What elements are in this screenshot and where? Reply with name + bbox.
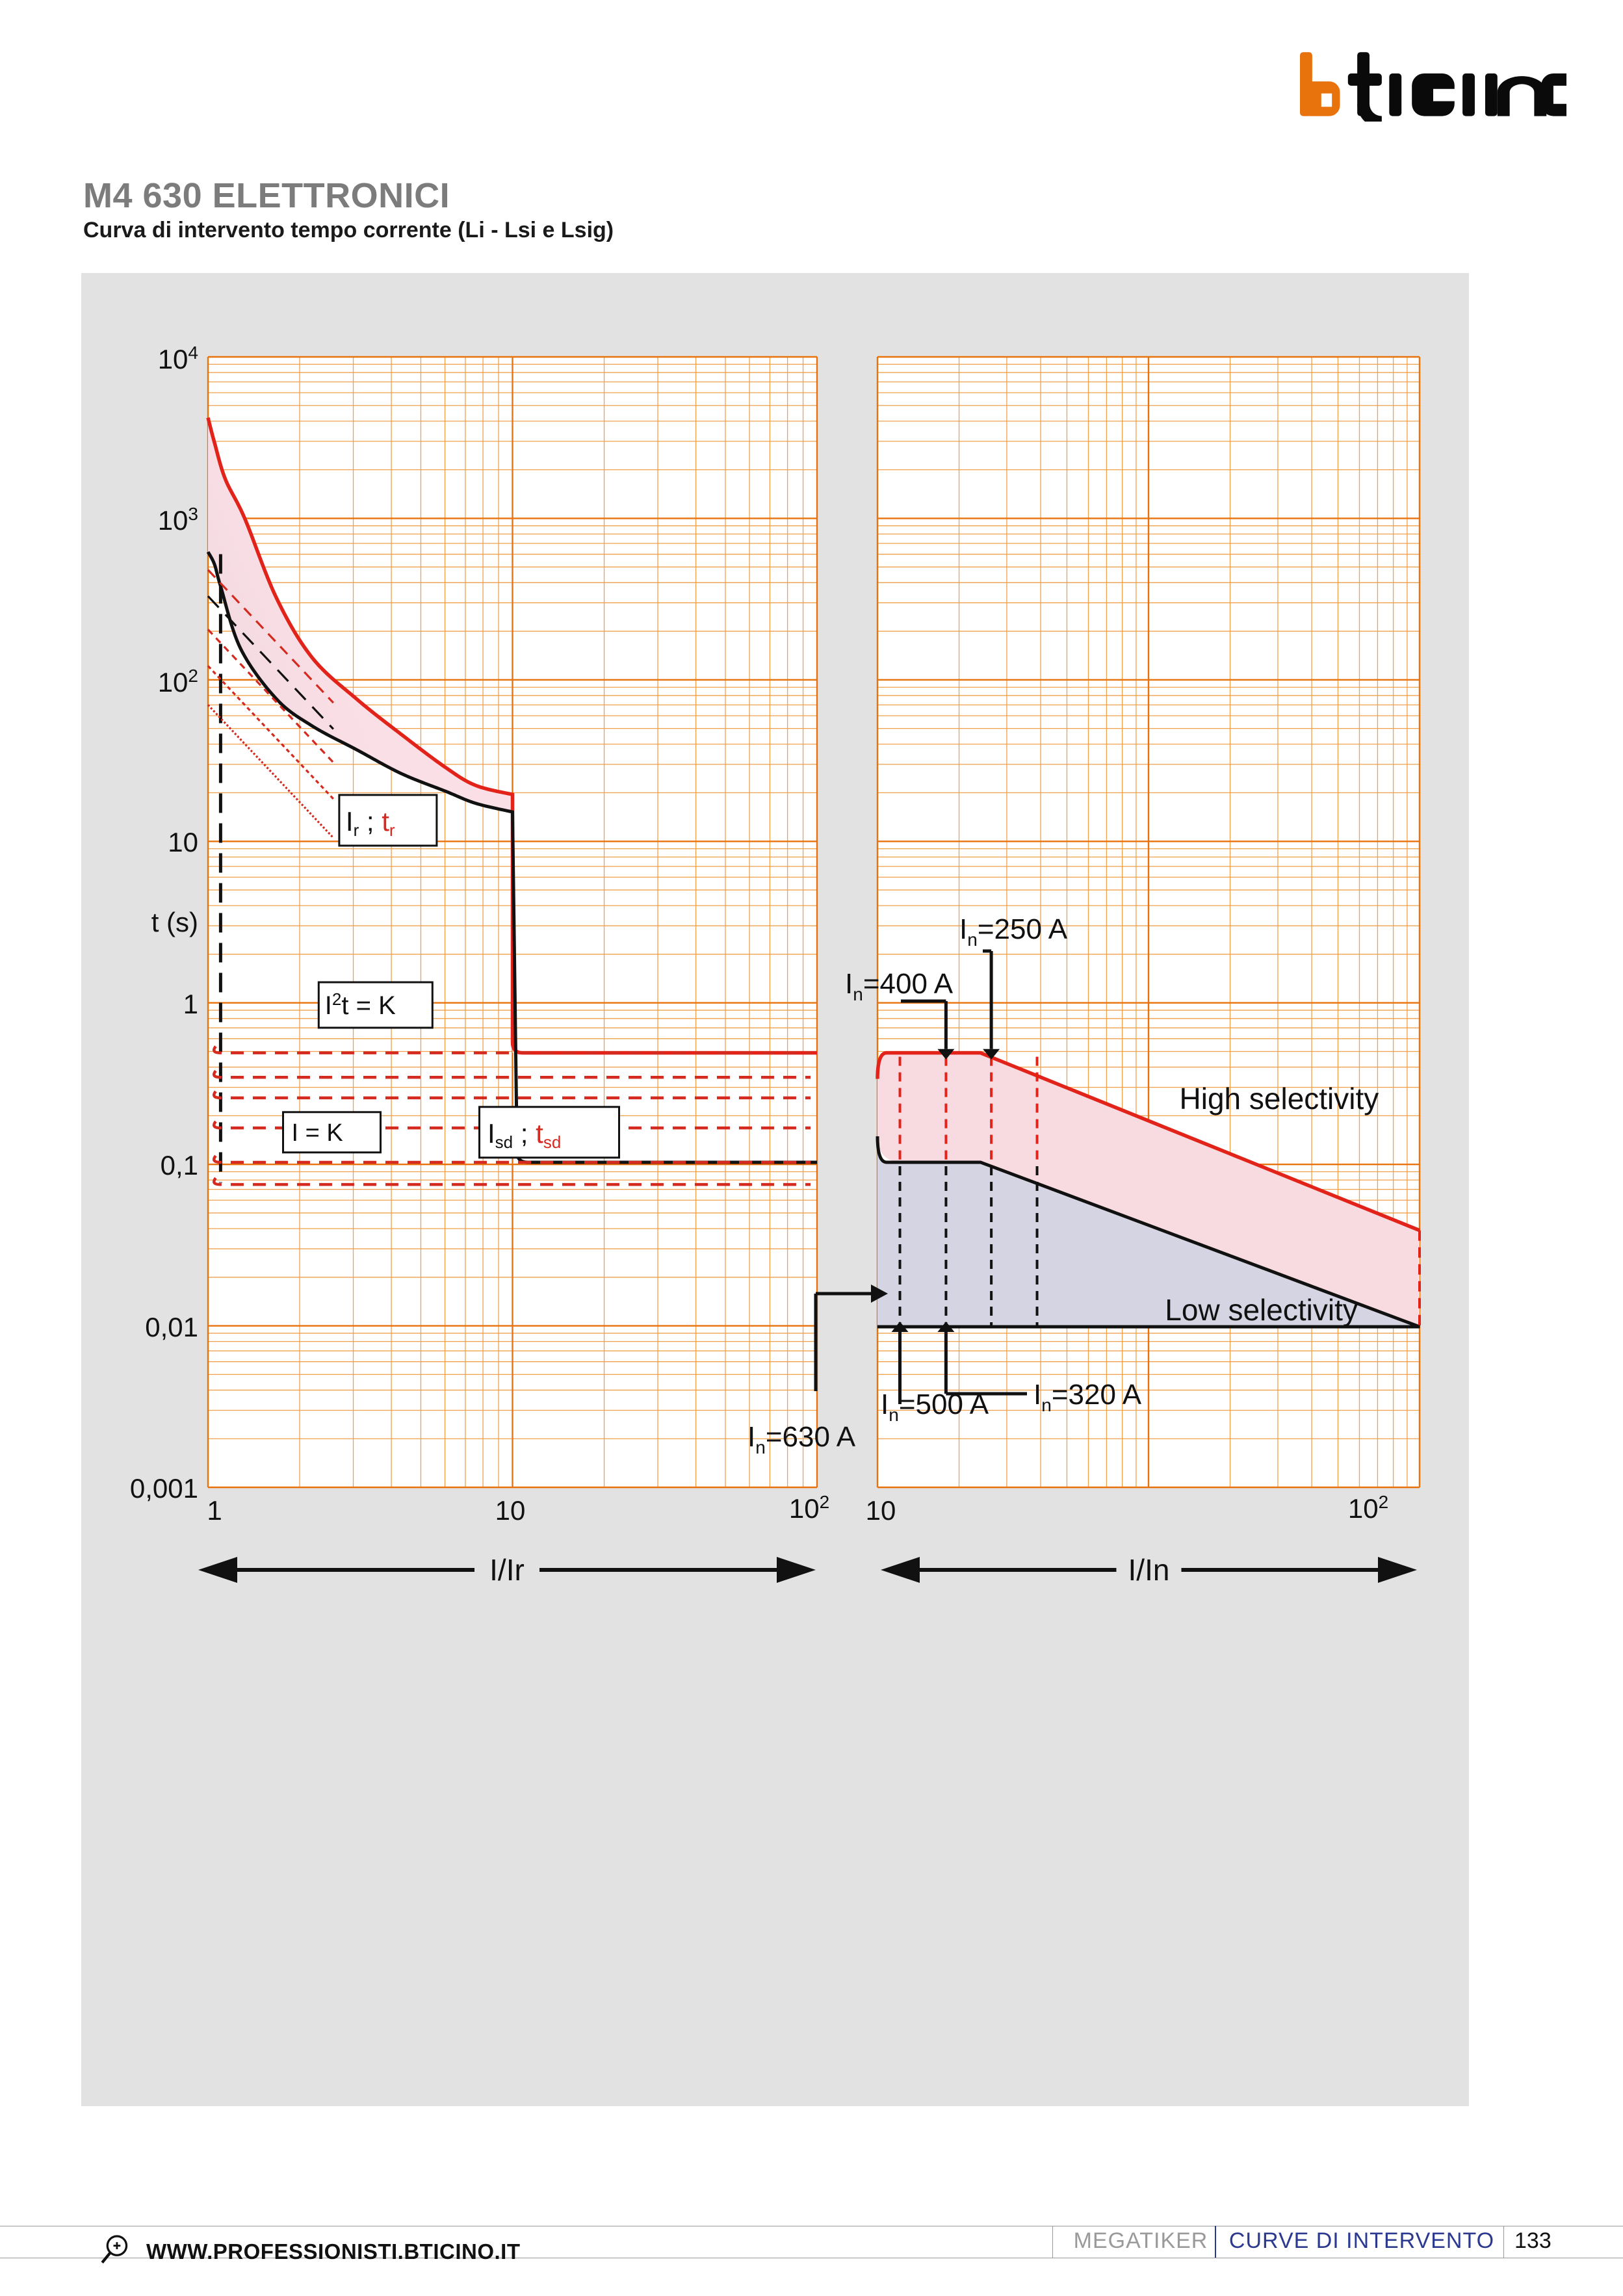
svg-text:Ir ; tr: Ir ; tr xyxy=(346,806,395,840)
svg-text:I/Ir: I/Ir xyxy=(489,1553,525,1587)
svg-text:Low selectivity: Low selectivity xyxy=(1165,1293,1358,1327)
svg-text:In=400 A: In=400 A xyxy=(845,968,954,1004)
svg-text:High selectivity: High selectivity xyxy=(1180,1082,1379,1115)
svg-text:I = K: I = K xyxy=(292,1119,343,1147)
svg-text:I/In: I/In xyxy=(1128,1553,1170,1587)
